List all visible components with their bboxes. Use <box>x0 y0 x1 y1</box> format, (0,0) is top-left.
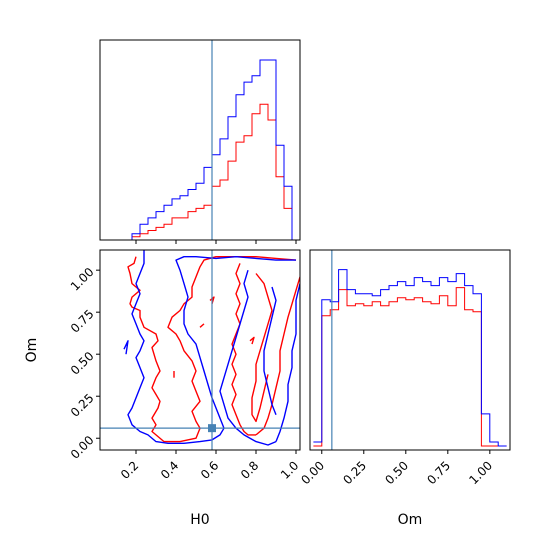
om-histogram-x-tick-label: 0.50 <box>382 458 411 487</box>
contour-x-tick-label: 0.2 <box>118 458 141 481</box>
contour-y-tick-label: 1.00 <box>68 265 97 294</box>
contour-line-red <box>251 273 273 423</box>
contour-line-blue <box>275 283 300 442</box>
om-histogram-x-tick-label: 0.25 <box>340 458 369 487</box>
truth-point-marker <box>208 424 216 433</box>
plot-marks <box>100 40 507 450</box>
contour-x-tick-label: 0.8 <box>238 458 261 481</box>
contour-y-tick-label: 0.50 <box>68 349 97 378</box>
y-axis-label-om: Om <box>24 338 40 363</box>
contour-x-tick-label: 1.0 <box>278 458 301 481</box>
contour-line-red <box>231 263 256 436</box>
contour-line-blue <box>127 250 184 444</box>
om-histogram-step-blue <box>313 269 507 447</box>
contour-line-blue <box>175 256 296 444</box>
h0-histogram-step-red <box>100 103 300 241</box>
contour-group <box>123 250 300 446</box>
contour-y-tick-label: 0.75 <box>68 307 97 336</box>
contour-line-blue <box>263 286 277 415</box>
contour-line-red <box>199 323 205 328</box>
om-histogram-step-red <box>313 287 507 447</box>
contour-line-blue <box>219 269 277 446</box>
om-histogram-frame <box>309 249 511 451</box>
contour-frame <box>99 249 301 451</box>
h0-histogram-step-blue <box>100 59 300 241</box>
contour-y-tick-label: 0.25 <box>68 391 97 420</box>
plot-frames <box>99 39 511 451</box>
contour-line-red <box>255 276 300 436</box>
om-histogram-x-tick-label: 0.75 <box>424 458 453 487</box>
om-histogram-x-tick-label: 0.00 <box>298 458 327 487</box>
om-histogram-x-tick-label: 1.00 <box>466 458 495 487</box>
x-axis-label-h0: H0 <box>190 512 209 528</box>
contour-line-red <box>209 296 215 305</box>
contour-line-blue <box>123 340 129 355</box>
contour-x-tick-label: 0.6 <box>198 458 221 481</box>
contour-line-red <box>249 336 255 345</box>
contour-y-tick-label: 0.00 <box>68 433 97 462</box>
h0-histogram-frame <box>99 39 301 241</box>
contour-x-tick-label: 0.4 <box>158 458 181 481</box>
x-axis-label-om: Om <box>398 512 423 528</box>
